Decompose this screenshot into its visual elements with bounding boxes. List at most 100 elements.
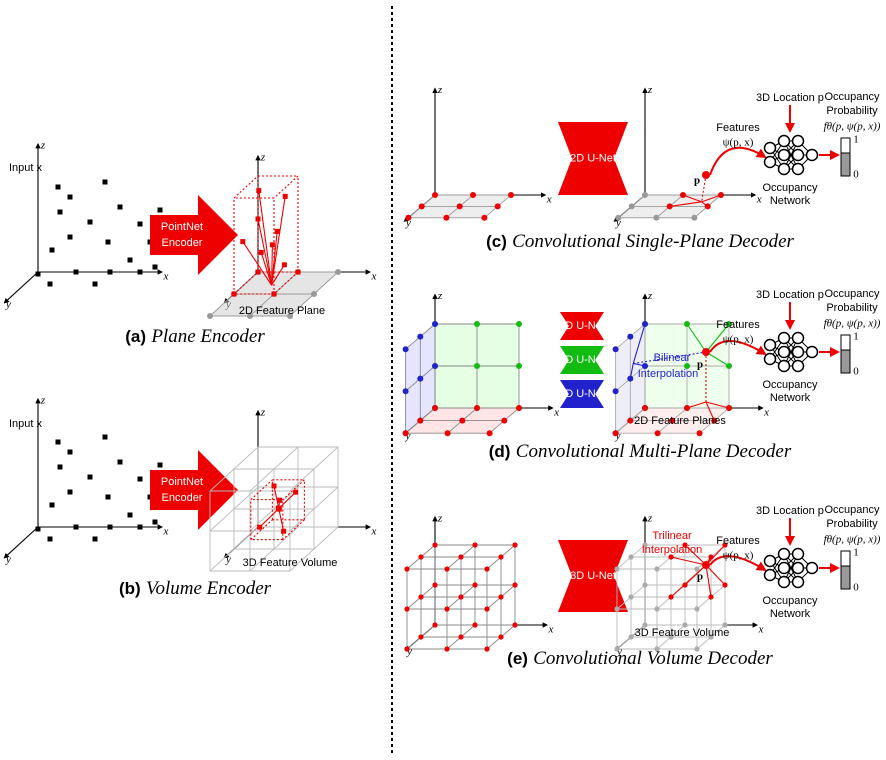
label: Input x <box>9 162 43 174</box>
label: Probability <box>826 518 878 530</box>
label: 2D U-Net <box>559 320 605 332</box>
grid-point <box>404 606 409 611</box>
label: PointNet <box>161 221 203 233</box>
label: 3D Location p <box>756 505 824 517</box>
label: p <box>694 175 700 187</box>
point <box>270 242 275 247</box>
point <box>232 292 237 297</box>
grid-point <box>311 291 317 297</box>
point <box>281 529 286 534</box>
label: 1 <box>853 547 859 559</box>
grid-point <box>403 388 409 394</box>
grid-point <box>432 363 438 369</box>
network-node <box>765 340 776 351</box>
feature-link <box>671 557 706 565</box>
axis-label: z <box>260 152 266 164</box>
network-node <box>779 333 790 344</box>
axis-label: y <box>5 553 11 565</box>
grid-point <box>655 430 661 436</box>
axis-label: x <box>548 624 554 636</box>
point <box>277 498 282 503</box>
axis-label: z <box>40 140 46 152</box>
label: 0 <box>853 582 859 594</box>
point <box>74 270 79 275</box>
caption: (a) Plane Encoder <box>125 326 265 348</box>
network-node <box>765 570 776 581</box>
grid-point <box>472 582 477 587</box>
grid-point <box>484 566 489 571</box>
network-node <box>779 361 790 372</box>
grid-point <box>417 376 423 382</box>
network-node <box>793 361 804 372</box>
caption: (b) Volume Encoder <box>119 578 272 600</box>
network-node <box>793 150 804 161</box>
grid-point <box>516 363 522 369</box>
label: p <box>697 571 703 583</box>
caption-title: Convolutional Volume Decoder <box>533 648 773 669</box>
label: Trilinear <box>652 530 692 542</box>
label: 1 <box>853 331 859 343</box>
grid-point <box>694 606 699 611</box>
label: Interpolation <box>642 544 703 556</box>
caption-label: (d) <box>489 442 511 461</box>
point <box>153 520 158 525</box>
caption-label: (a) <box>125 327 146 346</box>
grid-point <box>495 203 501 209</box>
axis-label: z <box>647 290 653 302</box>
axis-label: z <box>437 290 443 302</box>
grid-point <box>628 594 633 599</box>
point <box>68 195 73 200</box>
grid-point <box>444 566 449 571</box>
point <box>257 525 262 530</box>
label: Features <box>716 535 760 547</box>
caption-title: Volume Encoder <box>146 578 272 599</box>
label: 2D U-Net <box>570 152 616 164</box>
grid-point <box>484 646 489 651</box>
caption-title: Convolutional Multi-Plane Decoder <box>516 441 792 462</box>
grid-point <box>512 542 517 547</box>
grid-point <box>432 192 438 198</box>
grid-point <box>443 215 449 221</box>
point <box>256 217 261 222</box>
label: fθ(p, ψ(p, x)) <box>824 121 881 133</box>
point <box>275 229 280 234</box>
point <box>296 270 301 275</box>
grid-point <box>403 430 409 436</box>
grid-point <box>418 634 423 639</box>
grid-point <box>627 418 633 424</box>
point <box>272 292 277 297</box>
network-node <box>779 164 790 175</box>
point <box>58 465 63 470</box>
grid-point <box>613 346 619 352</box>
grid-point <box>508 192 514 198</box>
axis-label: x <box>371 526 377 538</box>
point <box>153 265 158 270</box>
caption: (e) Convolutional Volume Decoder <box>507 648 773 670</box>
feature-link <box>274 486 279 509</box>
grid-point <box>474 363 480 369</box>
point <box>106 495 111 500</box>
label: fθ(p, ψ(p, x)) <box>824 534 881 546</box>
grid-point <box>702 561 710 569</box>
grid-point <box>405 215 411 221</box>
network-node <box>793 563 804 574</box>
network-node <box>779 136 790 147</box>
point <box>103 435 108 440</box>
point <box>56 440 61 445</box>
grid-point <box>404 646 409 651</box>
grid-point <box>629 203 635 209</box>
point <box>128 258 133 263</box>
grid-point <box>614 566 619 571</box>
feature-arrow <box>710 148 765 175</box>
figure: xzyInput xPointNetEncoderxzy2D Feature P… <box>0 0 886 760</box>
grid-point <box>481 215 487 221</box>
label: ψ(p, x) <box>723 550 754 562</box>
grid-point <box>418 594 423 599</box>
grid-point <box>458 594 463 599</box>
axis-label: x <box>163 526 169 538</box>
point <box>74 525 79 530</box>
point <box>138 525 143 530</box>
point <box>108 270 113 275</box>
point <box>48 282 53 287</box>
grid-point <box>615 215 621 221</box>
